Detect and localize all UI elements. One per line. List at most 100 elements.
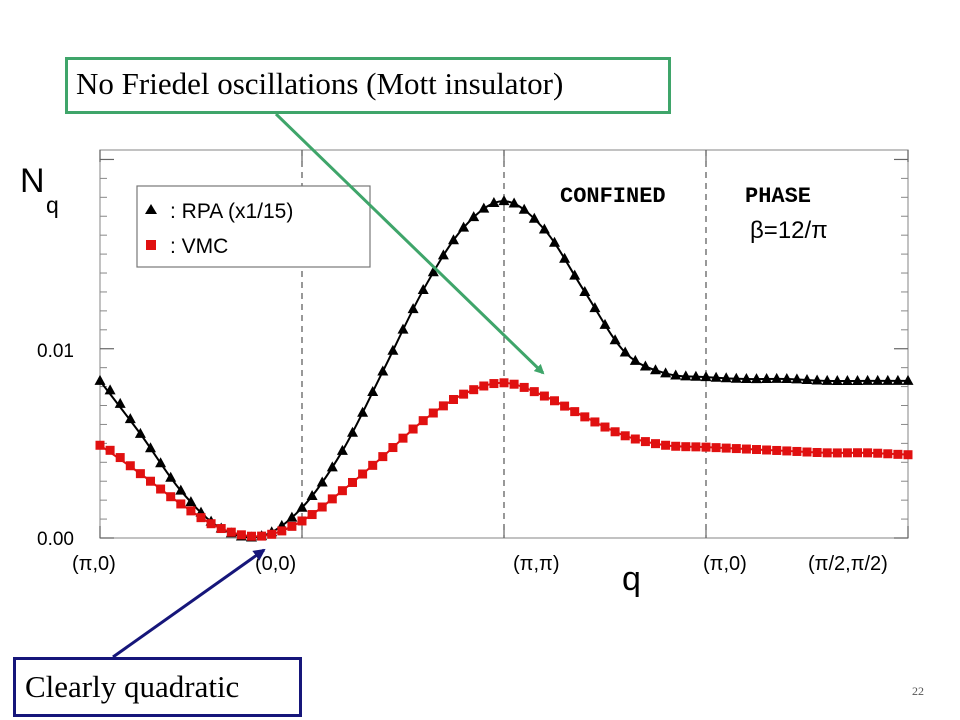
x-tick-label-2: (π,π) — [513, 553, 559, 575]
marker-vmc-59 — [691, 442, 701, 452]
marker-vmc-69 — [792, 446, 802, 456]
marker-vmc-21 — [307, 510, 317, 520]
marker-vmc-45 — [550, 396, 559, 406]
marker-vmc-20 — [297, 516, 307, 526]
marker-vmc-40 — [499, 378, 509, 388]
marker-rpa-6 — [155, 457, 167, 468]
marker-vmc-73 — [832, 448, 842, 458]
marker-rpa-59 — [690, 370, 702, 381]
marker-vmc-57 — [671, 441, 681, 451]
marker-rpa-21 — [306, 490, 318, 501]
callout-no-friedel-oscillations: No Friedel oscillations (Mott insulator) — [65, 57, 671, 114]
marker-vmc-36 — [459, 389, 469, 399]
marker-rpa-45 — [549, 236, 560, 247]
plot-series — [94, 195, 914, 542]
legend-label-rpa: : RPA (x1/15) — [170, 200, 293, 223]
arrow-to-vmc-peak — [274, 112, 545, 375]
marker-vmc-77 — [873, 448, 883, 458]
marker-vmc-35 — [449, 394, 458, 404]
marker-vmc-70 — [802, 447, 812, 457]
marker-vmc-72 — [822, 448, 832, 458]
marker-rpa-51 — [609, 334, 621, 345]
marker-vmc-30 — [398, 433, 408, 443]
y-tick-label-0: 0.00 — [37, 529, 74, 550]
marker-vmc-43 — [529, 387, 539, 397]
marker-vmc-55 — [651, 439, 660, 449]
marker-vmc-38 — [479, 381, 489, 391]
marker-rpa-43 — [528, 212, 540, 223]
marker-rpa-50 — [599, 318, 611, 329]
marker-rpa-78 — [882, 374, 894, 385]
marker-vmc-3 — [125, 461, 135, 471]
marker-rpa-67 — [771, 372, 783, 383]
marker-rpa-53 — [629, 354, 641, 365]
x-tick-label-4: (π/2,π/2) — [808, 553, 888, 575]
marker-vmc-29 — [388, 443, 398, 453]
marker-vmc-52 — [620, 431, 630, 441]
marker-rpa-33 — [427, 266, 439, 277]
slide-number: 22 — [912, 684, 924, 698]
marker-rpa-71 — [811, 374, 823, 385]
marker-vmc-50 — [600, 422, 610, 432]
arrow-to-origin — [112, 548, 266, 659]
marker-rpa-28 — [377, 365, 389, 376]
marker-rpa-38 — [478, 202, 490, 213]
marker-rpa-7 — [165, 471, 177, 482]
marker-vmc-66 — [762, 445, 772, 455]
marker-rpa-3 — [124, 413, 136, 424]
marker-vmc-28 — [378, 452, 388, 462]
marker-vmc-71 — [812, 447, 822, 457]
marker-vmc-24 — [337, 486, 347, 496]
marker-rpa-70 — [801, 373, 813, 384]
marker-rpa-32 — [417, 284, 429, 295]
region-label-phase: PHASE — [745, 184, 811, 209]
marker-rpa-40 — [498, 195, 510, 206]
marker-vmc-53 — [630, 434, 640, 444]
marker-rpa-5 — [145, 442, 156, 453]
marker-vmc-16 — [257, 531, 267, 541]
marker-rpa-61 — [710, 371, 722, 382]
marker-vmc-62 — [721, 443, 731, 453]
marker-rpa-65 — [751, 373, 762, 384]
marker-vmc-18 — [277, 526, 287, 536]
marker-vmc-60 — [701, 442, 711, 452]
marker-rpa-63 — [730, 372, 742, 383]
marker-vmc-4 — [135, 469, 145, 479]
marker-rpa-25 — [347, 426, 358, 437]
x-tick-label-0: (π,0) — [72, 553, 116, 575]
marker-vmc-63 — [731, 444, 741, 454]
marker-vmc-48 — [580, 412, 590, 422]
marker-rpa-75 — [852, 374, 863, 385]
marker-vmc-49 — [590, 417, 600, 427]
legend-marker-vmc — [146, 240, 156, 250]
marker-vmc-46 — [560, 401, 570, 411]
legend-marker-rpa — [145, 204, 157, 214]
marker-rpa-49 — [589, 302, 601, 313]
y-axis-label: N — [20, 162, 45, 200]
marker-vmc-26 — [358, 469, 368, 479]
marker-vmc-33 — [428, 408, 438, 418]
marker-vmc-19 — [287, 521, 297, 531]
marker-vmc-34 — [438, 401, 448, 411]
marker-rpa-24 — [336, 444, 348, 455]
marker-vmc-15 — [247, 531, 256, 541]
marker-vmc-74 — [842, 448, 852, 458]
marker-rpa-27 — [367, 385, 379, 396]
y-axis-label-subscript: q — [46, 192, 59, 218]
marker-vmc-12 — [216, 524, 226, 534]
marker-rpa-55 — [650, 364, 661, 375]
marker-vmc-80 — [903, 450, 913, 460]
marker-vmc-9 — [186, 506, 196, 516]
marker-vmc-76 — [863, 448, 873, 458]
marker-rpa-76 — [862, 374, 874, 385]
marker-rpa-35 — [448, 234, 459, 245]
marker-vmc-13 — [226, 527, 236, 537]
legend: : RPA (x1/15) : VMC — [136, 185, 371, 268]
marker-rpa-64 — [740, 373, 752, 384]
marker-rpa-26 — [357, 406, 369, 417]
marker-rpa-9 — [185, 496, 197, 507]
marker-rpa-2 — [114, 397, 126, 408]
marker-rpa-44 — [538, 223, 550, 234]
plot-text: N q q CONFINED PHASE β=12/π 0.00 0.01 (π… — [20, 162, 888, 598]
region-label-confined: CONFINED — [560, 184, 666, 209]
